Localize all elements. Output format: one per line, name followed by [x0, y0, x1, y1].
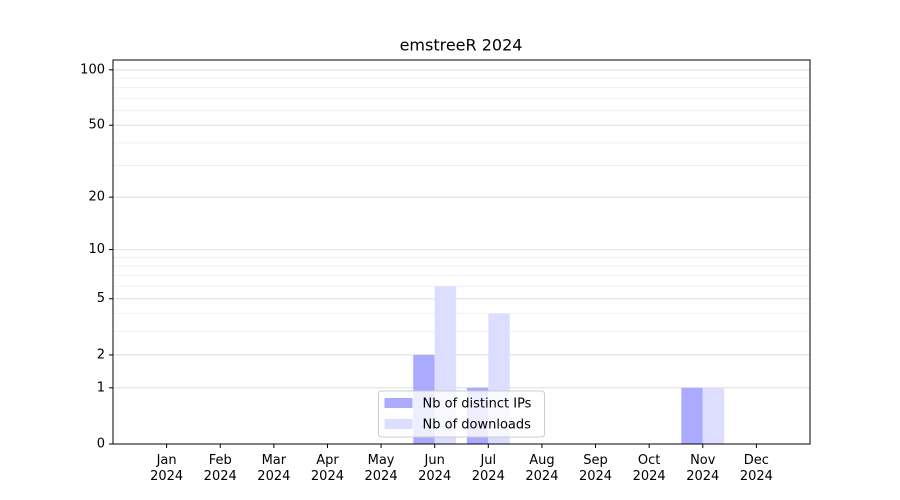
- legend-swatch: [384, 419, 413, 429]
- x-tick-label: Jun 2024: [418, 453, 452, 484]
- x-tick-label: Nov 2024: [686, 453, 720, 484]
- y-tick-label: 100: [80, 62, 105, 77]
- legend-frame: [378, 390, 545, 438]
- legend-label: Nb of distinct IPs: [423, 397, 532, 412]
- x-tick-label: Apr 2024: [310, 453, 344, 484]
- x-tick-label: Oct 2024: [632, 453, 666, 484]
- y-tick-label: 10: [88, 242, 105, 257]
- y-tick-label: 5: [97, 291, 105, 306]
- y-tick-label: 20: [88, 190, 105, 205]
- legend: Nb of distinct IPs Nb of downloads: [378, 390, 545, 438]
- x-tick-label: Feb 2024: [203, 453, 237, 484]
- bar: [681, 387, 703, 444]
- y-tick-label: 2: [97, 347, 105, 362]
- chart-title: emstreeR 2024: [400, 36, 523, 55]
- x-tick-label: Sep 2024: [578, 453, 613, 484]
- x-tick-label: Jul 2024: [471, 453, 505, 484]
- y-tick-label: 1: [97, 380, 105, 395]
- legend-label: Nb of downloads: [423, 418, 532, 433]
- x-tick-label: Aug 2024: [525, 453, 559, 484]
- x-tick-label: Mar 2024: [257, 453, 291, 484]
- x-tick-label: Dec 2024: [739, 453, 773, 484]
- legend-swatch: [384, 398, 413, 408]
- x-tick-label: Jan 2024: [150, 453, 184, 484]
- y-tick-label: 0: [97, 437, 105, 452]
- bar: [702, 387, 725, 444]
- y-tick-label: 50: [88, 118, 105, 133]
- plot-frame: [112, 59, 811, 445]
- x-tick-label: May 2024: [364, 453, 398, 484]
